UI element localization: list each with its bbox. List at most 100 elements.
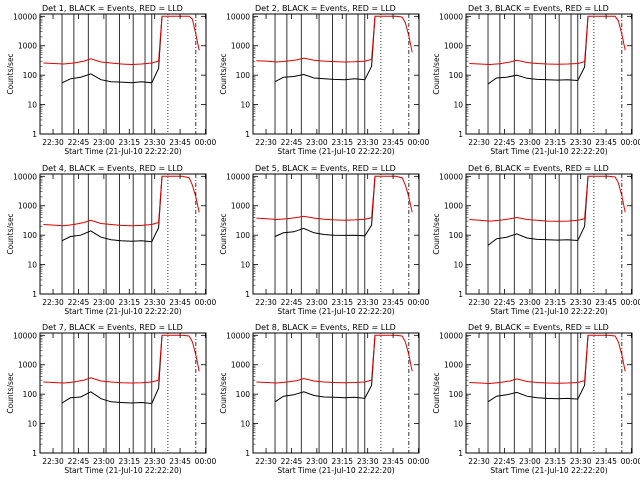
y-tick-label: 1 xyxy=(458,449,463,458)
lld-series-line xyxy=(256,175,413,221)
plot-frame xyxy=(465,173,633,295)
x-tick-label: 23:30 xyxy=(357,298,379,307)
y-axis-label: Counts/sec xyxy=(219,372,228,413)
plot-frame xyxy=(39,173,207,295)
x-tick-label: 23:45 xyxy=(382,298,404,307)
y-tick-label: 10 xyxy=(453,101,463,110)
panel-title: Det 2, BLACK = Events, RED = LLD xyxy=(255,4,396,13)
lld-series-line xyxy=(43,175,200,227)
y-axis-label: Counts/sec xyxy=(219,53,228,94)
y-tick-label: 1000 xyxy=(444,42,463,51)
plot-frame xyxy=(252,13,420,135)
y-tick-label: 1 xyxy=(32,449,37,458)
y-tick-label: 10 xyxy=(27,261,37,270)
x-tick-label: 23:30 xyxy=(570,298,592,307)
x-tick-label: 23:30 xyxy=(144,457,166,466)
plot-frame xyxy=(252,173,420,295)
x-tick-label: 23:00 xyxy=(519,298,541,307)
x-tick-label: 23:15 xyxy=(118,138,140,147)
y-tick-label: 1000 xyxy=(444,361,463,370)
detector-panel: Det 9, BLACK = Events, RED = LLD 1 10 100 10… xyxy=(432,323,640,475)
y-tick-label: 1 xyxy=(245,290,250,299)
detector-panel: Det 2, BLACK = Events, RED = LLD 1 10 100 10… xyxy=(219,4,430,156)
y-tick-label: 10000 xyxy=(226,12,250,21)
y-tick-label: 10 xyxy=(240,101,250,110)
x-tick-label: 22:30 xyxy=(255,138,277,147)
x-tick-label: 23:45 xyxy=(169,138,191,147)
x-tick-label: 00:00 xyxy=(621,457,640,466)
y-tick-label: 1000 xyxy=(18,42,37,51)
x-tick-label: 23:45 xyxy=(169,457,191,466)
y-tick-label: 10000 xyxy=(13,172,37,181)
lld-series-line xyxy=(469,175,626,222)
y-axis-label: Counts/sec xyxy=(6,53,15,94)
y-tick-label: 10000 xyxy=(13,12,37,21)
y-tick-label: 10 xyxy=(453,261,463,270)
panel-title: Det 1, BLACK = Events, RED = LLD xyxy=(42,4,183,13)
x-tick-label: 00:00 xyxy=(408,298,430,307)
x-tick-label: 22:45 xyxy=(494,457,516,466)
events-series-line xyxy=(274,16,376,83)
y-tick-label: 10 xyxy=(453,420,463,429)
x-tick-label: 23:30 xyxy=(357,457,379,466)
x-tick-label: 22:30 xyxy=(468,298,490,307)
plot-frame xyxy=(39,332,207,454)
y-tick-label: 1 xyxy=(245,130,250,139)
x-tick-label: 22:30 xyxy=(42,298,64,307)
panel-title: Det 8, BLACK = Events, RED = LLD xyxy=(255,323,396,332)
x-tick-label: 22:30 xyxy=(255,457,277,466)
y-tick-label: 100 xyxy=(23,231,38,240)
plot-frame xyxy=(465,13,633,135)
x-tick-label: 22:30 xyxy=(42,457,64,466)
y-tick-label: 10000 xyxy=(439,12,463,21)
detector-panel: Det 5, BLACK = Events, RED = LLD 1 10 100 10… xyxy=(219,164,430,316)
y-tick-label: 10 xyxy=(27,101,37,110)
y-tick-label: 10000 xyxy=(439,331,463,340)
y-tick-label: 10000 xyxy=(439,172,463,181)
lld-series-line xyxy=(43,15,200,66)
events-series-line xyxy=(61,176,163,243)
x-tick-label: 22:30 xyxy=(468,457,490,466)
events-series-line xyxy=(61,16,163,84)
x-tick-label: 23:45 xyxy=(382,138,404,147)
y-tick-label: 10000 xyxy=(226,172,250,181)
y-tick-label: 100 xyxy=(236,71,251,80)
y-tick-label: 1000 xyxy=(231,361,250,370)
x-tick-label: 23:45 xyxy=(595,138,617,147)
y-tick-label: 10 xyxy=(240,261,250,270)
y-tick-label: 1 xyxy=(458,130,463,139)
x-tick-label: 00:00 xyxy=(195,138,217,147)
events-series-line xyxy=(487,16,589,85)
x-tick-label: 23:00 xyxy=(306,298,328,307)
x-axis-label: Start Time (21-Jul-10 22:22:20) xyxy=(490,307,607,316)
x-axis-label: Start Time (21-Jul-10 22:22:20) xyxy=(64,307,181,316)
lld-series-line xyxy=(256,334,413,384)
x-tick-label: 23:15 xyxy=(331,138,353,147)
detector-panel: Det 6, BLACK = Events, RED = LLD 1 10 100 10… xyxy=(432,164,640,316)
y-tick-label: 1000 xyxy=(18,361,37,370)
y-tick-label: 10000 xyxy=(13,331,37,340)
detector-panel: Det 4, BLACK = Events, RED = LLD 1 10 100 10… xyxy=(6,164,217,316)
events-series-line xyxy=(274,335,376,403)
y-tick-label: 1000 xyxy=(444,202,463,211)
x-tick-label: 22:45 xyxy=(68,298,90,307)
y-tick-label: 100 xyxy=(236,231,251,240)
panel-title: Det 9, BLACK = Events, RED = LLD xyxy=(468,323,609,332)
x-tick-label: 23:45 xyxy=(595,457,617,466)
x-tick-label: 22:30 xyxy=(42,138,64,147)
y-tick-label: 1000 xyxy=(231,42,250,51)
x-axis-label: Start Time (21-Jul-10 22:22:20) xyxy=(490,147,607,156)
panel-title: Det 7, BLACK = Events, RED = LLD xyxy=(42,323,183,332)
lld-series-line xyxy=(469,15,626,66)
x-tick-label: 23:15 xyxy=(544,138,566,147)
panel-title: Det 5, BLACK = Events, RED = LLD xyxy=(255,164,396,173)
x-tick-label: 22:45 xyxy=(281,298,303,307)
detector-panel: Det 3, BLACK = Events, RED = LLD 1 10 100 10… xyxy=(432,4,640,156)
y-axis-label: Counts/sec xyxy=(432,213,441,254)
x-tick-label: 23:00 xyxy=(519,138,541,147)
y-tick-label: 1 xyxy=(32,290,37,299)
x-tick-label: 23:15 xyxy=(331,457,353,466)
y-axis-label: Counts/sec xyxy=(432,53,441,94)
x-tick-label: 23:45 xyxy=(382,457,404,466)
